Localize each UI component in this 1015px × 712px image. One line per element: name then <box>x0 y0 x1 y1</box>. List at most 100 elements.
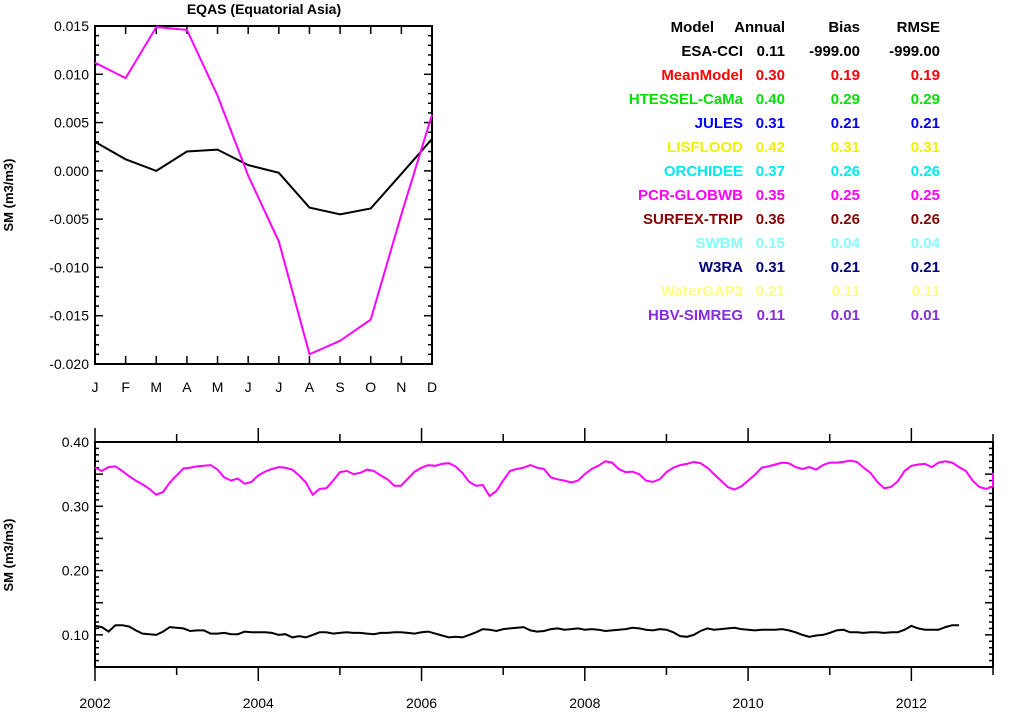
y-tick-labels: 0.40 0.30 0.20 0.10 <box>62 434 89 643</box>
row-annual: 0.15 <box>756 235 785 252</box>
table-row: HBV-SIMREG 0.11 0.01 0.01 <box>648 307 940 324</box>
row-bias: 0.25 <box>831 187 860 204</box>
row-model: W3RA <box>699 259 743 276</box>
row-annual: 0.21 <box>756 283 785 300</box>
seasonal-cycle-chart: EQAS (Equatorial Asia) 0.0150.0100.0050.… <box>1 1 437 395</box>
row-bias: 0.04 <box>831 235 861 252</box>
plot-frame <box>94 25 433 365</box>
series-line-0 <box>94 624 959 639</box>
x-tick-label: 2010 <box>733 695 764 711</box>
header-bias: Bias <box>828 19 860 36</box>
table-row: SURFEX-TRIP 0.36 0.26 0.26 <box>643 211 940 228</box>
y-axis-title: SM (m3/m3) <box>1 159 16 232</box>
y-axis-title: SM (m3/m3) <box>1 519 16 592</box>
table-row: JULES 0.31 0.21 0.21 <box>695 115 940 132</box>
row-rmse: 0.21 <box>911 259 940 276</box>
table-row: LISFLOOD 0.42 0.31 0.31 <box>667 139 940 156</box>
row-bias: 0.11 <box>832 283 860 300</box>
row-bias: 0.31 <box>831 139 860 156</box>
x-tick-label: J <box>245 379 252 395</box>
row-rmse: 0.19 <box>911 67 940 84</box>
series-line-0 <box>94 138 433 216</box>
row-annual: 0.36 <box>756 211 785 228</box>
table-row: SWBM 0.15 0.04 0.04 <box>696 235 941 252</box>
x-tick-label: O <box>365 379 376 395</box>
row-annual: 0.30 <box>756 67 785 84</box>
y-tick-label: -0.010 <box>49 259 89 275</box>
series-lines <box>94 459 994 639</box>
row-annual: 0.42 <box>756 139 785 156</box>
row-annual: 0.31 <box>756 259 785 276</box>
row-rmse: 0.04 <box>911 235 941 252</box>
table-row: W3RA 0.31 0.21 0.21 <box>699 259 940 276</box>
y-tick-label: 0.30 <box>62 498 89 514</box>
y-tick-label: -0.005 <box>49 211 89 227</box>
table-row: WaterGAP3 0.21 0.11 0.11 <box>661 283 940 300</box>
table-row: ESA-CCI 0.11 -999.00 -999.00 <box>681 43 940 60</box>
y-tick-label: 0.005 <box>54 115 89 131</box>
row-rmse: 0.29 <box>911 91 940 108</box>
row-model: SURFEX-TRIP <box>643 211 743 228</box>
row-rmse: 0.26 <box>911 163 940 180</box>
row-bias: 0.01 <box>831 307 860 324</box>
row-bias: 0.26 <box>831 163 860 180</box>
row-rmse: 0.11 <box>912 283 940 300</box>
row-model: HTESSEL-CaMa <box>629 91 744 108</box>
y-tick-label: 0.10 <box>62 627 89 643</box>
row-annual: 0.11 <box>757 307 785 324</box>
axis-ticks <box>94 428 994 681</box>
table-row: HTESSEL-CaMa 0.40 0.29 0.29 <box>629 91 940 108</box>
x-tick-label: A <box>182 379 192 395</box>
row-annual: 0.40 <box>756 91 785 108</box>
row-model: ESA-CCI <box>681 43 743 60</box>
row-rmse: 0.31 <box>911 139 940 156</box>
table-row: PCR-GLOBWB 0.35 0.25 0.25 <box>638 187 940 204</box>
row-bias: 0.29 <box>831 91 860 108</box>
y-tick-label: 0.40 <box>62 434 89 450</box>
row-rmse: 0.25 <box>911 187 940 204</box>
row-bias: 0.26 <box>831 211 860 228</box>
x-tick-label: S <box>335 379 344 395</box>
x-tick-label: 2002 <box>79 695 110 711</box>
row-model: PCR-GLOBWB <box>638 187 743 204</box>
chart-title: EQAS (Equatorial Asia) <box>187 1 341 17</box>
row-rmse: -999.00 <box>889 43 940 60</box>
x-tick-label: M <box>150 379 162 395</box>
table-row: ORCHIDEE 0.37 0.26 0.26 <box>664 163 940 180</box>
series-line-1 <box>94 25 433 356</box>
x-tick-label: J <box>275 379 282 395</box>
stats-table: Model Annual Bias RMSE ESA-CCI 0.11 -999.0… <box>629 19 941 324</box>
header-model: Model <box>671 19 714 36</box>
series-lines <box>94 25 433 356</box>
row-annual: 0.31 <box>756 115 785 132</box>
row-model: LISFLOOD <box>667 139 743 156</box>
x-tick-label: 2006 <box>406 695 437 711</box>
x-tick-label: M <box>212 379 224 395</box>
row-rmse: 0.26 <box>911 211 940 228</box>
x-tick-label: 2008 <box>569 695 600 711</box>
header-annual: Annual <box>734 19 785 36</box>
time-series-chart: 0.40 0.30 0.20 0.10 2002 2004 2006 2008 2010 201… <box>1 428 994 711</box>
row-annual: 0.37 <box>756 163 785 180</box>
row-annual: 0.35 <box>756 187 785 204</box>
row-bias: 0.21 <box>831 115 860 132</box>
table-row: MeanModel 0.30 0.19 0.19 <box>661 67 940 84</box>
axis-ticks <box>94 25 433 365</box>
x-tick-label: J <box>92 379 99 395</box>
x-tick-label: A <box>305 379 315 395</box>
y-tick-label: 0.20 <box>62 563 89 579</box>
header-rmse: RMSE <box>897 19 940 36</box>
row-model: JULES <box>695 115 743 132</box>
x-tick-labels: 2002 2004 2006 2008 2010 2012 <box>79 695 927 711</box>
y-tick-label: 0.000 <box>54 163 89 179</box>
y-tick-label: -0.015 <box>49 308 89 324</box>
row-model: ORCHIDEE <box>664 163 743 180</box>
x-tick-label: D <box>427 379 437 395</box>
y-tick-labels: 0.015 0.010 0.005 0.000 -0.005 -0.010 -0.015 -0… <box>49 18 89 372</box>
y-tick-label: 0.015 <box>54 18 89 34</box>
x-tick-label: 2004 <box>243 695 274 711</box>
row-model: MeanModel <box>661 67 743 84</box>
row-rmse: 0.21 <box>911 115 940 132</box>
